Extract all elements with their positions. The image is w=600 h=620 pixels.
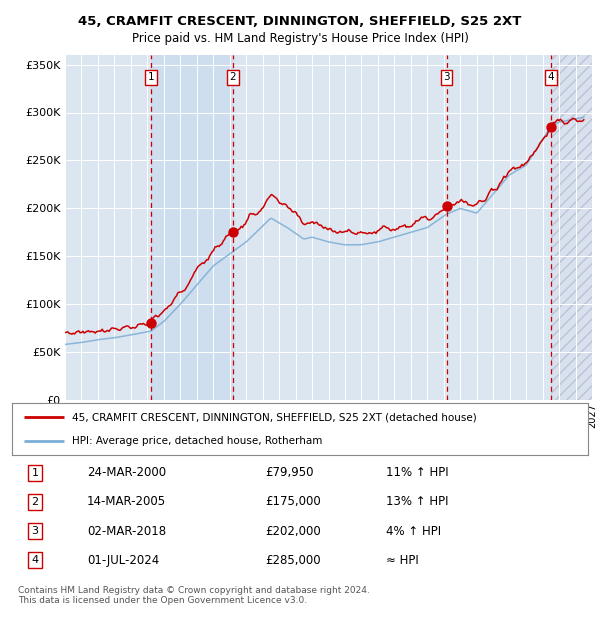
- Bar: [551, 55, 592, 400]
- Text: 45, CRAMFIT CRESCENT, DINNINGTON, SHEFFIELD, S25 2XT (detached house): 45, CRAMFIT CRESCENT, DINNINGTON, SHEFFI…: [73, 412, 477, 422]
- Text: 45, CRAMFIT CRESCENT, DINNINGTON, SHEFFIELD, S25 2XT: 45, CRAMFIT CRESCENT, DINNINGTON, SHEFFI…: [79, 15, 521, 28]
- Text: 4: 4: [548, 73, 554, 82]
- Text: 13% ↑ HPI: 13% ↑ HPI: [386, 495, 449, 508]
- Text: £175,000: £175,000: [265, 495, 321, 508]
- Text: 1: 1: [148, 73, 154, 82]
- Text: 01-JUL-2024: 01-JUL-2024: [87, 554, 159, 567]
- Text: 2: 2: [31, 497, 38, 507]
- Text: 4% ↑ HPI: 4% ↑ HPI: [386, 525, 442, 538]
- Text: 2: 2: [230, 73, 236, 82]
- Bar: [151, 55, 233, 400]
- Bar: [551, 55, 592, 400]
- Text: Price paid vs. HM Land Registry's House Price Index (HPI): Price paid vs. HM Land Registry's House …: [131, 32, 469, 45]
- Text: ≈ HPI: ≈ HPI: [386, 554, 419, 567]
- Text: HPI: Average price, detached house, Rotherham: HPI: Average price, detached house, Roth…: [73, 436, 323, 446]
- Text: 4: 4: [31, 556, 38, 565]
- Text: 24-MAR-2000: 24-MAR-2000: [87, 466, 166, 479]
- Text: £202,000: £202,000: [265, 525, 321, 538]
- Text: 3: 3: [443, 73, 450, 82]
- Text: Contains HM Land Registry data © Crown copyright and database right 2024.
This d: Contains HM Land Registry data © Crown c…: [18, 586, 370, 605]
- Text: £79,950: £79,950: [265, 466, 314, 479]
- Text: 02-MAR-2018: 02-MAR-2018: [87, 525, 166, 538]
- Text: 3: 3: [32, 526, 38, 536]
- Text: £285,000: £285,000: [265, 554, 321, 567]
- Text: 1: 1: [32, 467, 38, 477]
- Text: 11% ↑ HPI: 11% ↑ HPI: [386, 466, 449, 479]
- Text: 14-MAR-2005: 14-MAR-2005: [87, 495, 166, 508]
